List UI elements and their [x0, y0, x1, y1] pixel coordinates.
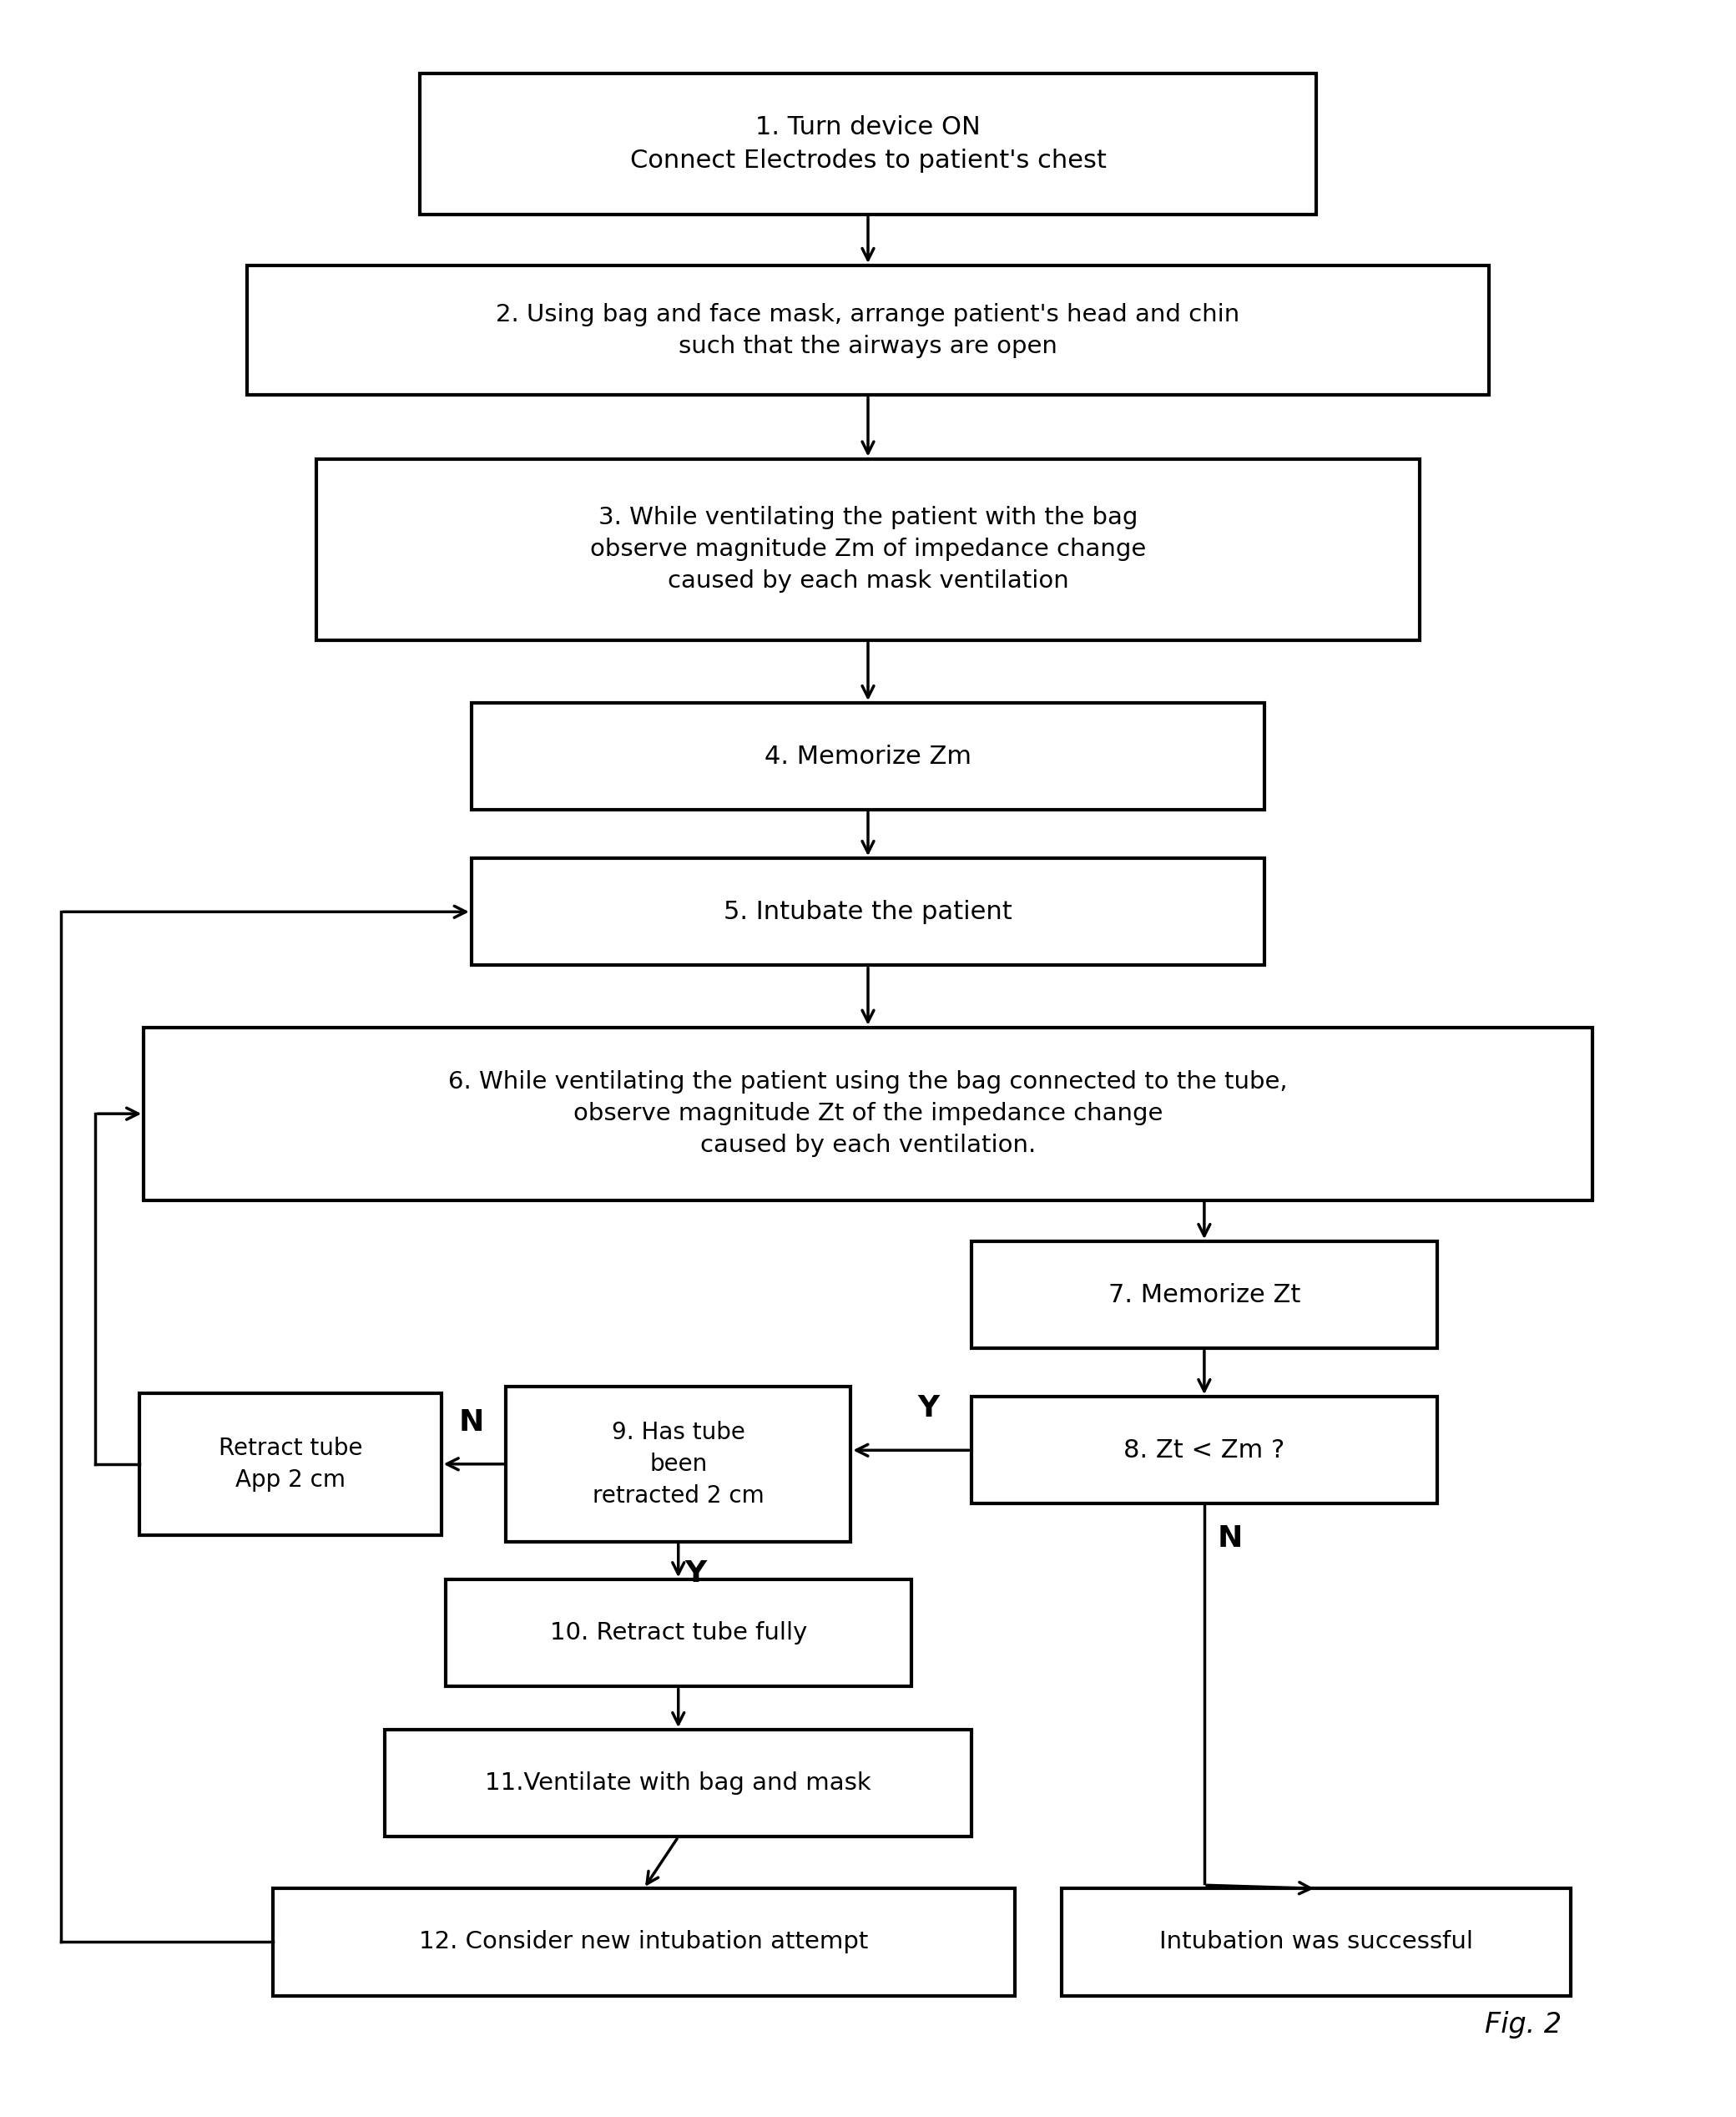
Text: Retract tube
App 2 cm: Retract tube App 2 cm [219, 1437, 363, 1492]
Text: 6. While ventilating the patient using the bag connected to the tube,
observe ma: 6. While ventilating the patient using t… [448, 1071, 1288, 1158]
Bar [144, 1027, 1592, 1200]
Bar [972, 1241, 1437, 1349]
Text: N: N [458, 1408, 484, 1437]
Bar [446, 1579, 911, 1687]
Bar [972, 1397, 1437, 1503]
Text: 10. Retract tube fully: 10. Retract tube fully [550, 1622, 807, 1645]
Text: 2. Using bag and face mask, arrange patient's head and chin
such that the airway: 2. Using bag and face mask, arrange pati… [496, 303, 1240, 358]
Text: 9. Has tube
been
retracted 2 cm: 9. Has tube been retracted 2 cm [592, 1421, 764, 1507]
Text: Intubation was successful: Intubation was successful [1160, 1931, 1474, 1954]
Text: 8. Zt < Zm ?: 8. Zt < Zm ? [1123, 1437, 1285, 1463]
Text: 1. Turn device ON
Connect Electrodes to patient's chest: 1. Turn device ON Connect Electrodes to … [630, 114, 1106, 171]
Bar [1062, 1888, 1571, 1996]
Text: Y: Y [918, 1395, 939, 1423]
Text: 11.Ventilate with bag and mask: 11.Ventilate with bag and mask [484, 1772, 871, 1795]
Text: 5. Intubate the patient: 5. Intubate the patient [724, 900, 1012, 923]
Text: 7. Memorize Zt: 7. Memorize Zt [1108, 1283, 1300, 1306]
Bar [505, 1387, 851, 1541]
Bar [472, 857, 1264, 965]
Text: Fig. 2: Fig. 2 [1484, 2011, 1562, 2039]
Bar [472, 703, 1264, 811]
Text: N: N [1217, 1524, 1243, 1554]
Bar [420, 74, 1316, 214]
Bar [139, 1393, 441, 1535]
Text: Y: Y [684, 1558, 707, 1588]
Bar [273, 1888, 1014, 1996]
Text: 4. Memorize Zm: 4. Memorize Zm [764, 745, 972, 768]
Text: 12. Consider new intubation attempt: 12. Consider new intubation attempt [418, 1931, 868, 1954]
Text: 3. While ventilating the patient with the bag
observe magnitude Zm of impedance : 3. While ventilating the patient with th… [590, 506, 1146, 593]
Bar [385, 1730, 972, 1838]
Bar [247, 265, 1489, 396]
Bar [316, 459, 1420, 639]
